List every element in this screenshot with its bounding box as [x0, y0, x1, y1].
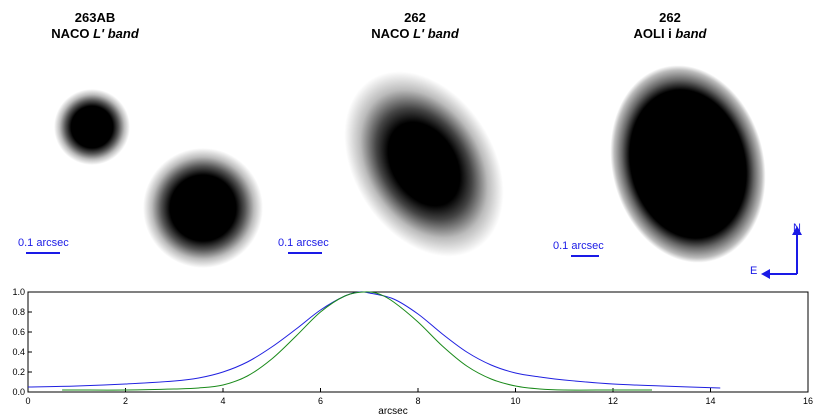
x-tick-label: 12: [608, 396, 618, 406]
compass-east-label: E: [750, 265, 758, 277]
scalebar-panel2: 0.1 arcsec: [278, 237, 329, 254]
y-tick-label: 0.8: [12, 307, 25, 317]
y-tick-label: 0.2: [12, 367, 25, 377]
star-images: [54, 65, 766, 268]
scalebar-label: 0.1 arcsec: [18, 237, 69, 249]
panel3-title-line2: AOLI i band: [633, 26, 707, 41]
compass: N E: [745, 218, 805, 280]
panel2-title-line2: NACO L' band: [371, 26, 459, 41]
star-263b: [143, 148, 263, 268]
scalebar-label: 0.1 arcsec: [278, 237, 329, 249]
scalebar-label: 0.1 arcsec: [553, 240, 604, 252]
x-tick-label: 2: [123, 396, 128, 406]
compass-north-label: N: [793, 222, 801, 234]
x-tick-label: 10: [510, 396, 520, 406]
x-tick-label: 14: [705, 396, 715, 406]
y-tick-label: 1.0: [12, 287, 25, 297]
x-tick-label: 8: [415, 396, 420, 406]
x-tick-label: 4: [220, 396, 225, 406]
panel1-title: 263AB NACO L' band: [40, 10, 150, 42]
panel3-title: 262 AOLI i band: [610, 10, 730, 42]
panel1-title-line2: NACO L' band: [51, 26, 139, 41]
scalebar-line: [571, 255, 599, 257]
star-262-naco: [344, 71, 504, 257]
panel3-title-line1: 262: [659, 10, 681, 25]
scalebar-line: [288, 252, 322, 254]
y-tick-label: 0.6: [12, 327, 25, 337]
scalebar-line: [26, 252, 60, 254]
scalebar-panel1: 0.1 arcsec: [18, 237, 69, 254]
panel2-title-line1: 262: [404, 10, 426, 25]
plot-frame: [27, 291, 809, 393]
x-axis-label: arcsec: [378, 406, 407, 417]
x-tick-label: 6: [318, 396, 323, 406]
x-tick-label: 16: [803, 396, 813, 406]
compass-arrows-icon: [761, 226, 802, 279]
y-tick-label: 0.0: [12, 387, 25, 397]
x-tick-label: 0: [25, 396, 30, 406]
profile-chart: 0 2 4 6 8 10 12 14 16 0.0 0.2 0.4 0.6 0.8 1.0 arcsec: [12, 287, 813, 417]
star-262-aoli: [610, 65, 766, 263]
y-tick-label: 0.4: [12, 347, 25, 357]
scalebar-panel3: 0.1 arcsec: [553, 240, 604, 257]
series-green-line: [62, 291, 652, 391]
star-263a: [54, 89, 130, 165]
panel1-title-line1: 263AB: [74, 10, 116, 25]
panel2-title: 262 NACO L' band: [355, 10, 475, 42]
